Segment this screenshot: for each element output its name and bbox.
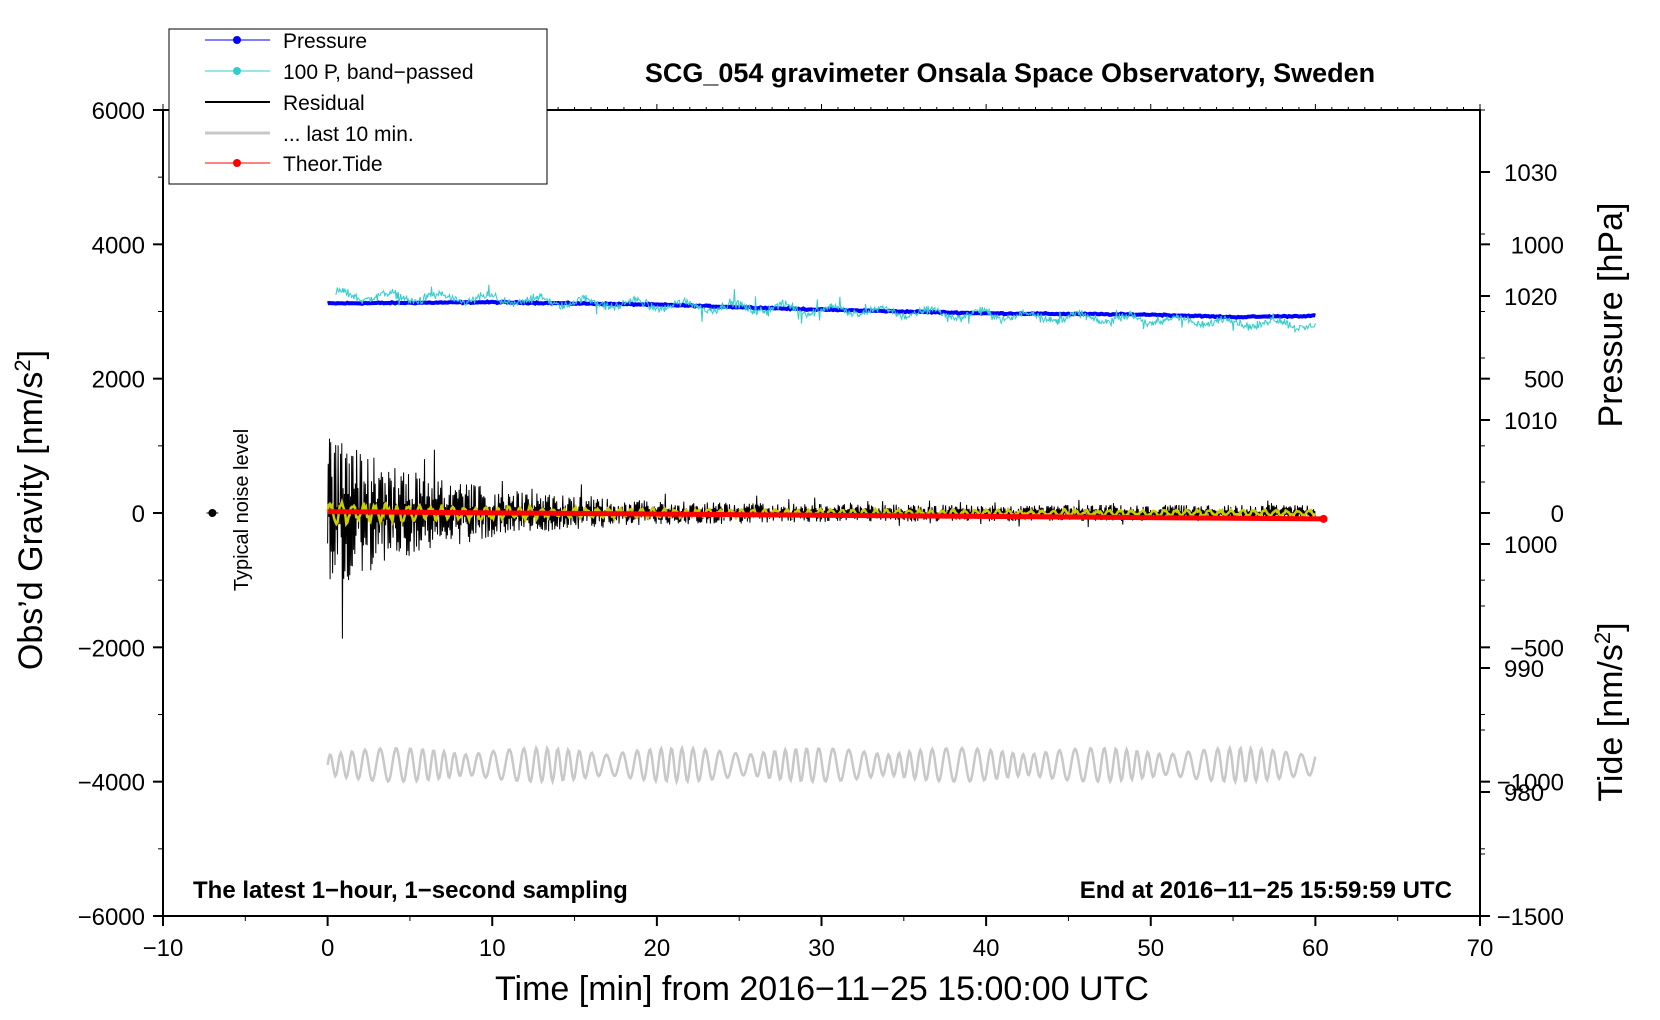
y-tick-label: 0 bbox=[132, 501, 145, 528]
tide-tick-label: 0 bbox=[1551, 501, 1564, 528]
tide-tick-label: 500 bbox=[1524, 367, 1564, 394]
pressure-tick-label: 1030 bbox=[1504, 160, 1557, 187]
series-residual-smooth bbox=[326, 497, 1317, 528]
tide-tick-label: −1000 bbox=[1497, 770, 1564, 797]
legend-label-last10: ... last 10 min. bbox=[283, 123, 414, 146]
tick-layer: −10 0 10 20 30 40 50 60 706000400020000−2000−400… bbox=[78, 98, 1564, 962]
y-axis-label: Obs’d Gravity [nm/s2] bbox=[10, 350, 50, 670]
noise-annotation: Typical noise level bbox=[231, 429, 253, 591]
legend-item-tide: Theor.Tide bbox=[205, 153, 383, 176]
sampling-note: The latest 1−hour, 1−second sampling bbox=[193, 877, 628, 904]
x-tick-label: 60 bbox=[1302, 935, 1329, 962]
pressure-tick-label: 1010 bbox=[1504, 408, 1557, 435]
y-tick-label: 4000 bbox=[92, 232, 145, 259]
x-tick-label: 10 bbox=[479, 935, 506, 962]
x-tick-label: −10 bbox=[143, 935, 184, 962]
x-tick-label: 40 bbox=[973, 935, 1000, 962]
x-tick-label: 70 bbox=[1467, 935, 1494, 962]
pressure-tick-label: 990 bbox=[1504, 656, 1544, 683]
pressure-tick-label: 980 bbox=[1504, 780, 1544, 807]
series-tide-end-marker bbox=[1319, 514, 1328, 523]
y-axis-label-sup: 2 bbox=[10, 359, 35, 371]
series-tide bbox=[327, 509, 1324, 522]
series-bandpassed bbox=[335, 284, 1316, 334]
pressure-tick-label: 1000 bbox=[1504, 532, 1557, 559]
tide-axis-label: Tide [nm/s2] bbox=[1590, 622, 1630, 801]
tide-tick-label: −1500 bbox=[1497, 904, 1564, 931]
legend-box bbox=[168, 28, 548, 185]
x-axis-label: Time [min] from 2016−11−25 15:00:00 UTC bbox=[495, 970, 1149, 1008]
y-tick-label: 2000 bbox=[92, 367, 145, 394]
x-tick-label: 30 bbox=[808, 935, 835, 962]
legend-label-residual: Residual bbox=[283, 92, 365, 115]
legend-label-bandpassed: 100 P, band−passed bbox=[283, 61, 474, 84]
legend-label-pressure: Pressure bbox=[283, 30, 367, 53]
pressure-axis-label: Pressure [hPa] bbox=[1592, 203, 1630, 428]
pressure-tick-label: 1020 bbox=[1504, 284, 1557, 311]
y-tick-label: −4000 bbox=[78, 770, 145, 797]
legend-marker-bandpassed bbox=[233, 67, 241, 75]
legend-marker-tide bbox=[233, 159, 241, 167]
y-tick-label: 6000 bbox=[92, 98, 145, 125]
y-tick-label: −6000 bbox=[78, 904, 145, 931]
end-time-note: End at 2016−11−25 15:59:59 UTC bbox=[1080, 877, 1452, 904]
x-tick-label: 50 bbox=[1137, 935, 1164, 962]
tide-tick-label: −500 bbox=[1510, 635, 1564, 662]
legend-label-tide: Theor.Tide bbox=[283, 153, 383, 176]
legend-item-residual: Residual bbox=[205, 92, 365, 115]
y-tick-label: −2000 bbox=[78, 635, 145, 662]
x-tick-label: 20 bbox=[644, 935, 671, 962]
legend-item-bandpassed: 100 P, band−passed bbox=[205, 61, 474, 84]
noise-level-dot bbox=[208, 509, 217, 517]
series-layer bbox=[206, 284, 1328, 786]
legend: Pressure 100 P, band−passed Residual ...… bbox=[168, 28, 548, 185]
x-tick-label: 0 bbox=[321, 935, 334, 962]
series-last10 bbox=[326, 744, 1317, 786]
tide-tick-label: 1000 bbox=[1511, 232, 1564, 259]
legend-item-pressure: Pressure bbox=[205, 30, 367, 53]
tide-axis-label-sup: 2 bbox=[1590, 632, 1615, 644]
series-residual bbox=[327, 438, 1316, 639]
legend-marker-pressure bbox=[233, 36, 241, 44]
legend-item-last10: ... last 10 min. bbox=[205, 123, 414, 146]
chart-title: SCG_054 gravimeter Onsala Space Observat… bbox=[645, 58, 1375, 88]
